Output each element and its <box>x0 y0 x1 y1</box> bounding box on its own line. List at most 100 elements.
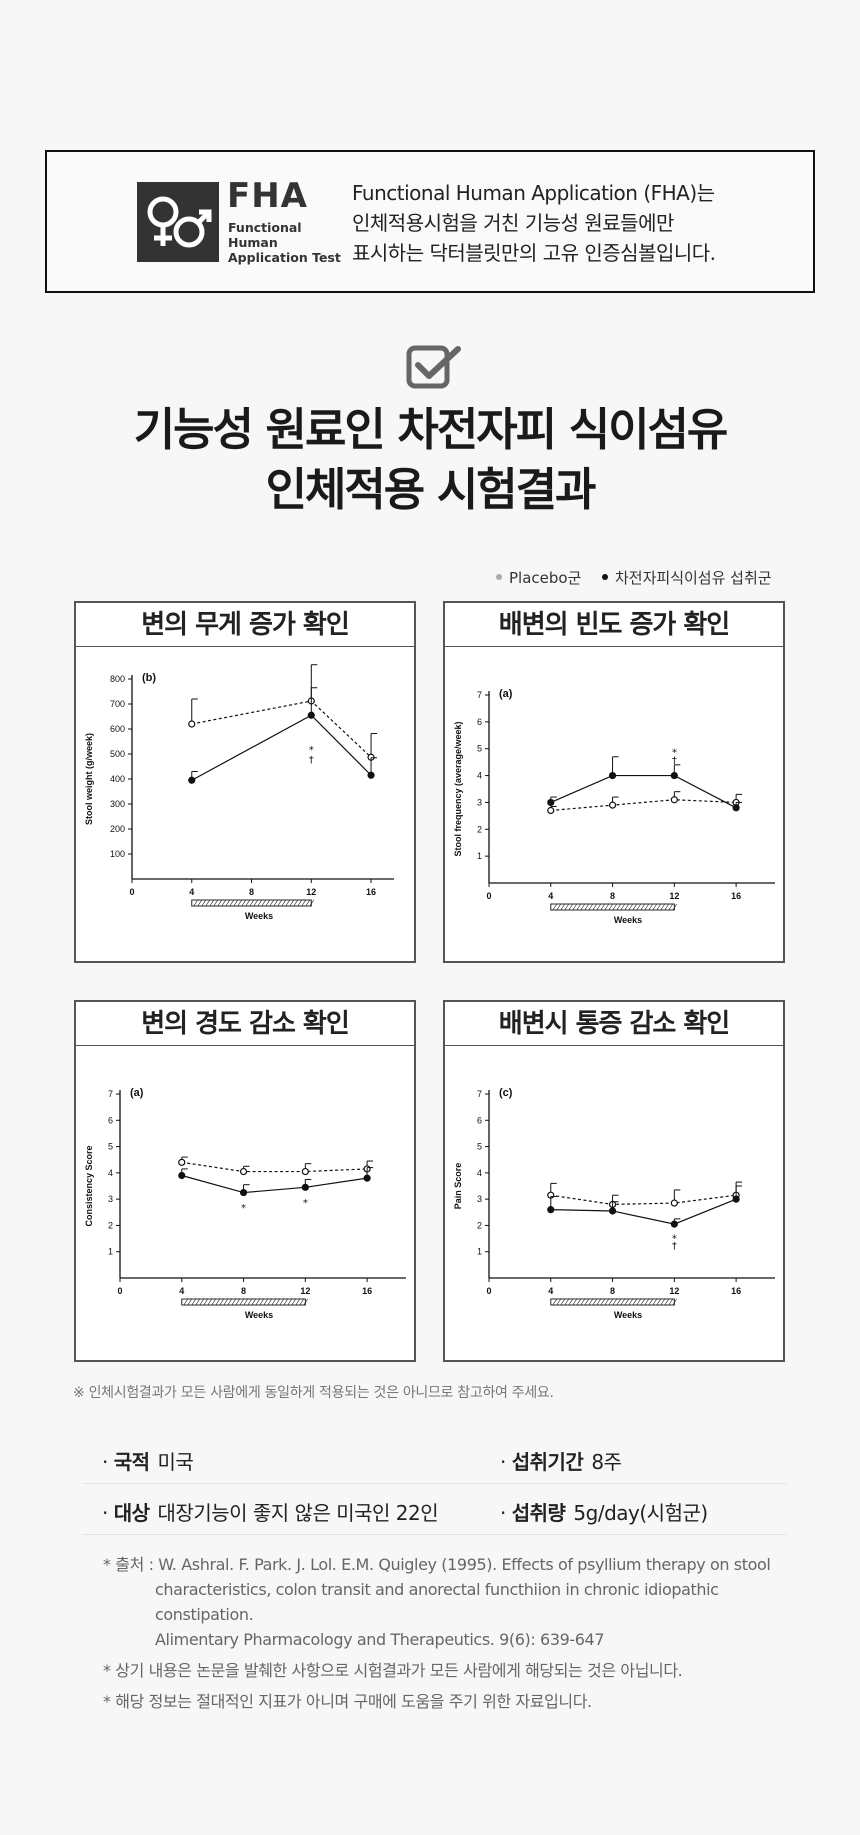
x-tick-label: 0 <box>486 1286 491 1296</box>
intervention-hatch <box>203 1298 209 1306</box>
intervention-hatch <box>568 1298 574 1306</box>
intervention-hatch <box>664 903 670 911</box>
y-tick-label: 2 <box>108 1220 113 1230</box>
legend-placebo: Placebo군 <box>496 567 581 588</box>
intervention-hatch <box>259 1298 265 1306</box>
legend-treatment: 차전자피식이섬유 섭취군 <box>602 567 772 588</box>
intervention-hatch <box>247 1298 253 1306</box>
placebo-line <box>550 799 737 812</box>
x-axis-label: Weeks <box>614 1310 642 1320</box>
placebo-point <box>670 796 678 804</box>
legend-treatment-dot <box>602 574 608 580</box>
intervention-hatch <box>668 903 674 911</box>
intervention-hatch <box>223 1298 229 1306</box>
intervention-hatch <box>668 1298 674 1306</box>
y-tick-label: 1 <box>477 851 482 861</box>
reference-source-line: * 출처 : W. Ashral. F. Park. J. Lol. E.M. … <box>103 1555 771 1574</box>
intervention-hatch <box>297 899 303 907</box>
intervention-hatch <box>289 899 295 907</box>
chart-panel-stool-frequency: 배변의 빈도 증가 확인 1 2 3 4 5 6 7 0 4 8 12 16 Weeks Stool fr… <box>443 601 785 963</box>
intervention-hatch <box>600 1298 606 1306</box>
x-tick-label: 16 <box>731 891 741 901</box>
intervention-hatch <box>636 1298 642 1306</box>
panel-label: (c) <box>499 1087 513 1099</box>
treatment-point <box>301 1183 309 1191</box>
intervention-hatch <box>207 1298 213 1306</box>
y-tick-label: 700 <box>110 699 125 709</box>
y-tick-label: 1 <box>477 1247 482 1257</box>
intervention-hatch <box>672 903 678 911</box>
intervention-hatch <box>191 1298 197 1306</box>
x-tick-label: 16 <box>362 1286 372 1296</box>
y-tick-label: 7 <box>108 1089 113 1099</box>
y-tick-label: 7 <box>477 1089 482 1099</box>
disclaimer-line: * 해당 정보는 절대적인 지표가 아니며 구매에 도움을 주기 위한 자료입니… <box>103 1692 592 1711</box>
intervention-hatch <box>205 899 211 907</box>
y-tick-label: 3 <box>108 1194 113 1204</box>
intervention-hatch <box>227 1298 233 1306</box>
info-period: · 섭취기간 8주 <box>500 1450 622 1474</box>
intervention-hatch <box>616 903 622 911</box>
treatment-point <box>732 804 740 812</box>
placebo-point <box>547 806 555 815</box>
intervention-hatch <box>608 1298 614 1306</box>
intervention-hatch <box>253 899 259 907</box>
intervention-hatch <box>584 1298 590 1306</box>
disclaimer-line: * 상기 내용은 논문을 발췌한 사항으로 시험결과가 모든 사람에게 해당되는… <box>103 1661 683 1680</box>
significance-marker: * <box>309 745 314 756</box>
intervention-hatch <box>560 903 566 911</box>
y-tick-label: 3 <box>477 797 482 807</box>
y-tick-label: 1 <box>108 1247 113 1257</box>
y-tick-label: 3 <box>477 1194 482 1204</box>
intervention-hatch <box>285 899 291 907</box>
info-dose: · 섭취량 5g/day(시험군) <box>500 1501 708 1525</box>
intervention-hatch <box>309 899 315 907</box>
intervention-hatch <box>656 1298 662 1306</box>
treatment-point <box>307 711 315 719</box>
treatment-point <box>732 1195 740 1203</box>
y-tick-label: 300 <box>110 799 125 809</box>
x-tick-label: 4 <box>548 891 553 901</box>
intervention-hatch <box>636 903 642 911</box>
intervention-hatch <box>197 899 203 907</box>
intervention-hatch <box>564 1298 570 1306</box>
intervention-hatch <box>552 1298 558 1306</box>
intervention-hatch <box>560 1298 566 1306</box>
treatment-point <box>367 771 375 779</box>
significance-marker: † <box>309 755 314 766</box>
fha-sub-line: Human <box>228 235 278 250</box>
x-tick-label: 8 <box>241 1286 246 1296</box>
treatment-point <box>670 1220 678 1228</box>
treatment-line <box>550 774 737 809</box>
intervention-hatch <box>211 1298 217 1306</box>
intervention-hatch <box>299 1298 305 1306</box>
x-tick-label: 0 <box>486 891 491 901</box>
panel-label: (b) <box>142 672 156 684</box>
intervention-hatch <box>219 1298 225 1306</box>
chart-panel-title: 변의 무게 증가 확인 <box>76 603 414 647</box>
intervention-hatch <box>271 1298 277 1306</box>
intervention-hatch <box>628 1298 634 1306</box>
treatment-point <box>670 771 678 780</box>
intervention-hatch <box>233 899 239 907</box>
info-value: 대장기능이 좋지 않은 미국인 22인 <box>157 1501 439 1525</box>
y-tick-label: 100 <box>110 849 125 859</box>
intervention-hatch <box>604 903 610 911</box>
treatment-line <box>550 1198 737 1225</box>
y-tick-label: 5 <box>477 744 482 754</box>
intervention-hatch <box>293 899 299 907</box>
placebo-line <box>550 1194 737 1206</box>
intervention-hatch <box>263 1298 269 1306</box>
fha-desc-line: Functional Human Application (FHA)는 <box>352 181 715 205</box>
treatment-point <box>547 1206 555 1214</box>
intervention-hatch <box>656 903 662 911</box>
treatment-line <box>181 1174 368 1194</box>
chart-panel-title: 배변의 빈도 증가 확인 <box>445 603 783 647</box>
intervention-hatch <box>201 899 207 907</box>
intervention-hatch <box>596 1298 602 1306</box>
x-axis-label: Weeks <box>614 915 642 925</box>
significance-marker: * <box>672 747 677 758</box>
y-tick-label: 2 <box>477 1220 482 1230</box>
legend-placebo-dot <box>496 574 502 580</box>
